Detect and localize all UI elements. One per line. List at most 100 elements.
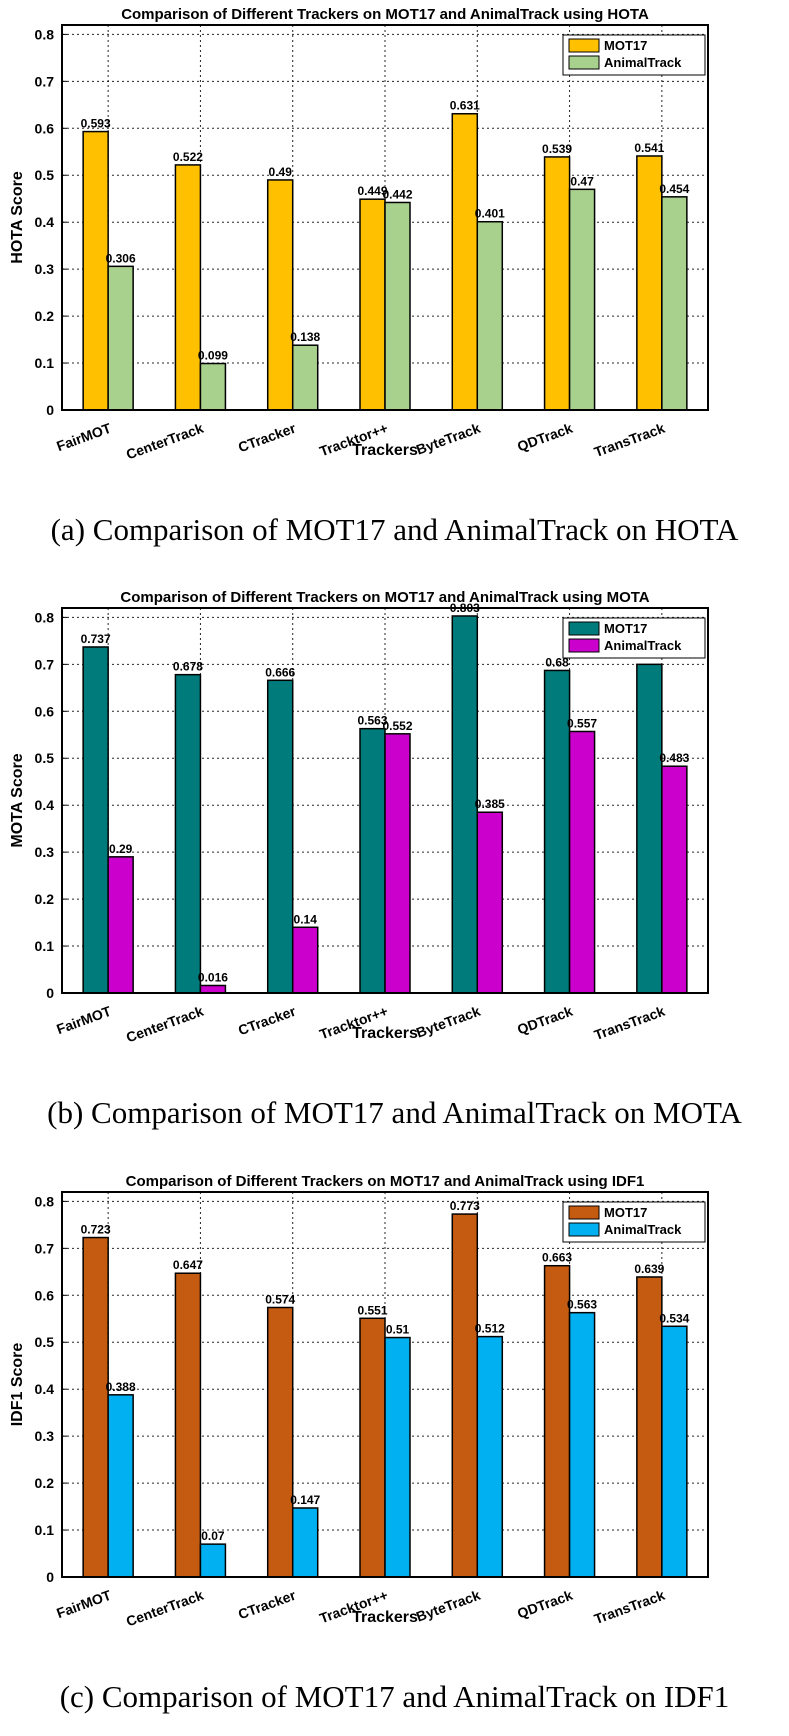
- bar-animaltrack-fairmot: [107, 1394, 134, 1578]
- x-tick-label: QDTrack: [515, 1003, 575, 1038]
- y-axis-label: MOTA Score: [9, 753, 26, 847]
- axes-frame: [61, 24, 709, 411]
- y-tick-label: 0.4: [35, 214, 55, 230]
- bar-mot17-bytetrack: [451, 112, 479, 411]
- y-tick-label: 0.5: [35, 750, 55, 766]
- data-label: 0.631: [450, 99, 480, 113]
- y-tick-label: 0.7: [35, 1240, 55, 1256]
- data-label: 0.512: [475, 1322, 505, 1336]
- data-label: 0.563: [357, 714, 387, 728]
- bar-animaltrack-tracktor: [384, 201, 411, 411]
- x-tick-label: ByteTrack: [414, 1587, 483, 1625]
- y-tick-label: 0.2: [35, 308, 55, 324]
- bar-mot17-fairmot: [82, 130, 109, 411]
- data-label: 0.639: [634, 1262, 664, 1276]
- data-label: 0.534: [659, 1311, 689, 1325]
- bar-mot17-transtrack: [636, 663, 663, 994]
- data-label: 0.563: [567, 1298, 597, 1312]
- x-axis-label: Trackers: [352, 1025, 418, 1042]
- bar-animaltrack-bytetrack: [476, 1335, 504, 1578]
- bar-mot17-ctracker: [266, 679, 294, 994]
- data-label: 0.49: [269, 165, 293, 179]
- data-label: 0.666: [265, 665, 295, 679]
- data-label: 0.385: [475, 797, 505, 811]
- y-axis-label: IDF1 Score: [9, 1343, 26, 1427]
- bar-mot17-bytetrack: [451, 615, 479, 994]
- y-tick-label: 0: [46, 1569, 54, 1585]
- x-tick-label: ByteTrack: [414, 420, 483, 458]
- y-tick-label: 0.6: [35, 120, 55, 136]
- legend: MOT17 AnimalTrack: [562, 617, 706, 659]
- bar-animaltrack-qdtrack: [568, 188, 596, 411]
- data-label: 0.539: [542, 142, 572, 156]
- data-label: 0.773: [450, 1199, 480, 1213]
- data-label: 0.449: [357, 184, 387, 198]
- y-tick-label: 0.8: [35, 26, 55, 42]
- x-axis-label: Trackers: [352, 442, 418, 459]
- legend-label: AnimalTrack: [604, 638, 682, 653]
- data-label: 0.14: [294, 912, 318, 926]
- legend-swatch: [568, 1205, 600, 1220]
- y-tick-label: 0: [46, 985, 54, 1001]
- axes-frame: [61, 607, 709, 994]
- legend-swatch: [568, 638, 600, 653]
- bar-animaltrack-bytetrack: [476, 811, 504, 994]
- y-tick-label: 0.3: [35, 261, 55, 277]
- bar-animaltrack-qdtrack: [568, 1311, 596, 1578]
- data-label: 0.574: [265, 1293, 295, 1307]
- data-label: 0.016: [198, 970, 228, 984]
- y-tick-label: 0.1: [35, 938, 55, 954]
- bar-mot17-bytetrack: [451, 1213, 479, 1578]
- data-label: 0.723: [81, 1223, 111, 1237]
- y-tick-label: 0.5: [35, 1334, 55, 1350]
- bar-animaltrack-centertrack: [199, 984, 227, 994]
- legend-label: MOT17: [604, 38, 647, 53]
- figure-caption: (b) Comparison of MOT17 and AnimalTrack …: [47, 1095, 742, 1130]
- x-tick-label: CenterTrack: [124, 1587, 206, 1630]
- y-tick-label: 0.7: [35, 73, 55, 89]
- y-tick-label: 0.6: [35, 1287, 55, 1303]
- bar-animaltrack-transtrack: [661, 765, 688, 994]
- data-label: 0.388: [106, 1380, 136, 1394]
- x-tick-label: TransTrack: [592, 420, 667, 460]
- figure-caption: (a) Comparison of MOT17 and AnimalTrack …: [50, 512, 739, 547]
- x-tick-label: TransTrack: [592, 1587, 667, 1627]
- x-tick-label: FairMOT: [54, 1587, 113, 1622]
- data-label: 0.51: [386, 1323, 410, 1337]
- bar-animaltrack-bytetrack: [476, 220, 504, 411]
- bar-animaltrack-qdtrack: [568, 730, 596, 994]
- data-label: 0.138: [290, 330, 320, 344]
- legend-swatch: [568, 1222, 600, 1237]
- bar-animaltrack-tracktor: [384, 1336, 411, 1578]
- legend-swatch: [568, 621, 600, 636]
- data-label: 0.483: [659, 751, 689, 765]
- bar-mot17-ctracker: [266, 179, 294, 411]
- data-label: 0.099: [198, 349, 228, 363]
- bar-animaltrack-centertrack: [199, 362, 227, 411]
- chart-idf1: Comparison of Different Trackers on MOT1…: [9, 1173, 709, 1630]
- data-label: 0.552: [382, 719, 412, 733]
- bar-mot17-fairmot: [82, 1236, 109, 1578]
- bar-animaltrack-transtrack: [661, 1325, 688, 1578]
- bar-mot17-tracktor: [359, 1317, 386, 1578]
- x-tick-label: FairMOT: [54, 1003, 113, 1038]
- bar-mot17-qdtrack: [543, 1264, 571, 1578]
- x-tick-label: ByteTrack: [414, 1003, 483, 1041]
- y-tick-label: 0: [46, 402, 54, 418]
- y-tick-label: 0.7: [35, 656, 55, 672]
- legend-swatch: [568, 38, 600, 53]
- bar-mot17-centertrack: [174, 1272, 202, 1578]
- data-label: 0.47: [570, 174, 594, 188]
- bar-animaltrack-centertrack: [199, 1543, 227, 1578]
- y-axis-label: HOTA Score: [9, 171, 26, 264]
- y-tick-label: 0.4: [35, 797, 55, 813]
- legend: MOT17 AnimalTrack: [562, 34, 706, 76]
- data-label: 0.401: [475, 207, 505, 221]
- x-tick-label: CenterTrack: [124, 1003, 206, 1046]
- data-label: 0.454: [659, 182, 689, 196]
- figure-caption: (c) Comparison of MOT17 and AnimalTrack …: [59, 1679, 730, 1714]
- y-tick-label: 0.3: [35, 1428, 55, 1444]
- bar-mot17-centertrack: [174, 164, 202, 411]
- x-axis-label: Trackers: [352, 1609, 418, 1626]
- legend-label: AnimalTrack: [604, 1222, 682, 1237]
